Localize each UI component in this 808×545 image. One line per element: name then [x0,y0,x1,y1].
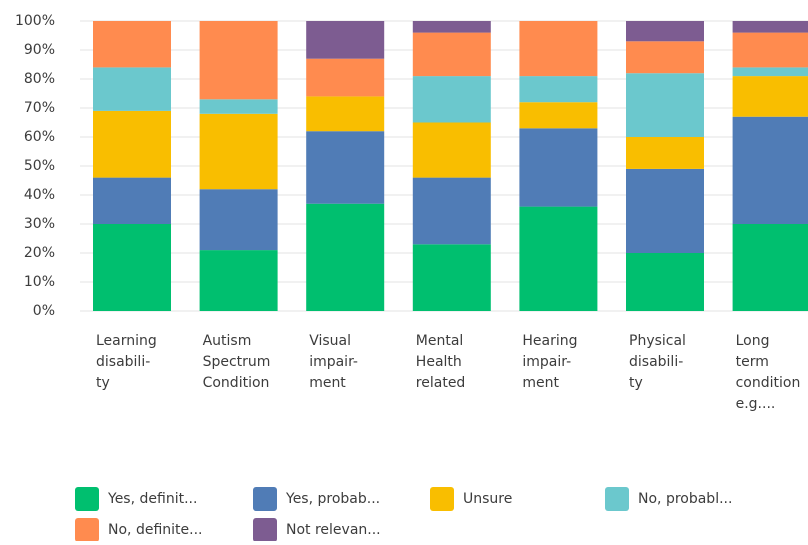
bar-segment [412,76,491,123]
x-tick-line: Visual [309,333,351,349]
bar-segment [199,250,278,311]
bar-segment [199,113,278,190]
bar-segment [306,203,385,311]
x-tick-line: ment [309,375,346,391]
x-tick-line: Learning [96,333,157,349]
y-tick-label: 20% [24,245,55,261]
x-tick-line: related [416,375,466,391]
x-tick-line: Health [416,354,462,370]
x-tick-line: Physical [629,333,686,349]
x-tick-line: disabili- [96,354,150,370]
x-tick-line: Mental [416,333,464,349]
x-tick-line: ty [96,375,110,391]
bar-segment [732,224,808,311]
bar-segment [626,21,704,42]
bar-segment [412,244,491,311]
x-tick-line: Spectrum [203,354,271,370]
bar-segment [732,76,808,117]
y-tick-label: 30% [24,216,55,232]
bar-segment [519,206,598,311]
legend-label: Yes, probab... [285,491,380,507]
bar-segment [199,21,278,100]
bar-segment [412,177,491,245]
bar-segment [732,67,808,77]
legend-swatch [75,518,99,542]
legend-label: Unsure [463,491,512,507]
x-tick-line: ty [629,375,643,391]
bar-segment [199,189,278,251]
x-tick-label: Hearing impair-ment [522,333,577,391]
x-tick-label: Mental Health related [416,333,466,391]
bar-segment [93,224,171,311]
bar-segment [93,21,171,68]
y-tick-label: 70% [24,100,55,116]
bar-segment [306,131,385,204]
legend-label: No, definite... [108,522,202,538]
x-tick-line: Long [736,333,770,349]
bar-segment [626,137,704,169]
x-tick-label: Learning disabili-ty [96,333,157,391]
bar-segment [519,102,598,129]
legend-label: Not relevan... [286,522,381,538]
y-tick-label: 50% [24,158,55,174]
x-tick-label: Visual impair-ment [309,333,358,391]
y-tick-label: 0% [33,303,55,319]
y-tick-label: 60% [24,129,55,145]
x-tick-label: Long term condition e.g.... [736,333,801,412]
x-tick-line: Autism [203,333,252,349]
y-tick-label: 40% [24,187,55,203]
bar-segment [519,128,598,207]
legend-swatch [253,487,277,511]
legend-swatch [430,487,454,511]
legend-label: Yes, definit... [107,491,197,507]
bar-segment [626,41,704,74]
bar-segment [93,177,171,224]
legend-swatch [75,487,99,511]
y-tick-label: 100% [15,13,55,29]
x-tick-line: impair- [309,354,358,370]
x-tick-line: impair- [522,354,571,370]
x-tick-line: disabili- [629,354,683,370]
x-tick-line: Condition [203,375,270,391]
x-tick-line: term [736,354,769,370]
y-tick-label: 80% [24,71,55,87]
x-tick-line: e.g.... [736,396,776,412]
y-tick-label: 90% [24,42,55,58]
x-tick-line: Hearing [522,333,577,349]
x-tick-line: condition [736,375,801,391]
legend-swatch [253,518,277,542]
bar-segment [199,99,278,114]
y-tick-label: 10% [24,274,55,290]
bar-segment [412,32,491,77]
bar-segment [412,122,491,178]
bar-segment [93,67,171,111]
bar-segment [732,21,808,33]
legend-swatch [605,487,629,511]
bar-segment [626,73,704,137]
legend-label: No, probabl... [638,491,732,507]
x-tick-line: ment [522,375,559,391]
bar-segment [412,21,491,33]
bar-segment [732,32,808,68]
bar-segment [93,110,171,178]
bar-segment [626,253,704,311]
x-tick-label: Autism Spectrum Condition [203,333,271,391]
bar-segment [519,76,598,103]
bar-segment [626,168,704,253]
bar-segment [306,58,385,97]
bar-segment [306,96,385,132]
x-tick-label: Physical disabili-ty [629,333,686,391]
bar-segment [519,21,598,77]
bar-segment [732,116,808,224]
bar-segment [306,21,385,59]
